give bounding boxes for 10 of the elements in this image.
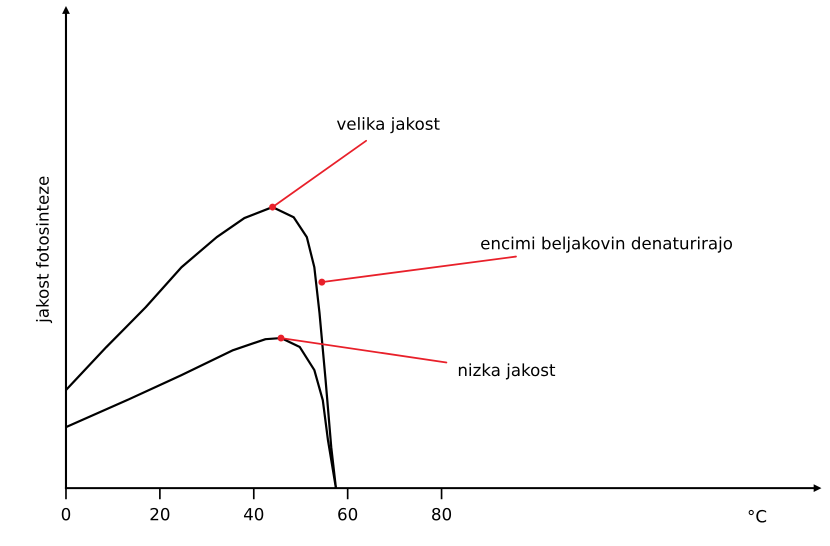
x-tick-label: 60 <box>338 508 358 520</box>
x-tick-label: 0 <box>62 508 70 520</box>
x-tick-label: 80 <box>432 508 452 520</box>
x-tick-label: 40 <box>244 508 264 520</box>
y-axis-title: jakost fotosinteze <box>36 176 52 324</box>
annotation: nizka jakost <box>458 363 556 380</box>
x-axis-title: °C <box>748 510 766 523</box>
annotation: encimi beljakovin denaturirajo <box>481 236 732 253</box>
x-tick-label: 20 <box>150 508 170 520</box>
annotation: velika jakost <box>336 117 440 134</box>
